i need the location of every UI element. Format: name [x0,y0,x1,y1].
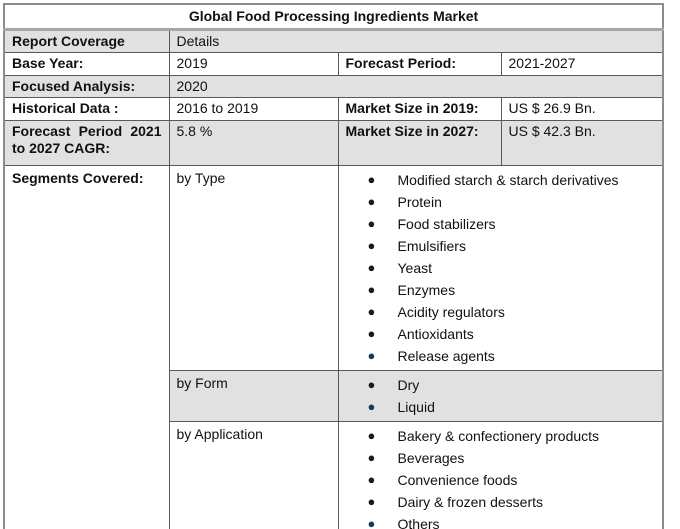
bullet-icon: ● [367,326,376,342]
forecast-period-label: Forecast Period: [337,52,502,76]
historical-data-value: 2016 to 2019 [168,97,339,121]
list-item-label: Food stabilizers [397,215,496,232]
bullet-icon: ● [367,304,376,320]
segment-group-by-application: by Application [168,420,339,529]
table-row: Historical Data : 2016 to 2019 Market Si… [3,97,664,121]
table-row: Global Food Processing Ingredients Marke… [3,3,664,31]
table-row: Focused Analysis: 2020 [3,74,664,98]
list-item-label: Modified starch & starch derivatives [397,171,619,188]
bullet-icon: ● [367,399,376,415]
list-item-label: Bakery & confectionery products [397,427,600,444]
list-item: ● Emulsifiers [364,236,656,258]
list-item-label: Dry [397,376,420,393]
segment-items-by-type: ● Modified starch & starch derivatives ● P… [337,164,664,371]
list-item: ● Release agents [364,346,656,368]
bullet-icon: ● [367,216,376,232]
list-item-label: Liquid [397,398,435,415]
list-item: ● Enzymes [364,280,656,302]
list-item: ● Convenience foods [364,470,656,492]
report-coverage-value: Details [168,28,664,53]
bullet-icon: ● [367,194,376,210]
list-item: ● Others [364,514,656,529]
forecast-period-value: 2021-2027 [500,52,664,76]
base-year-value: 2019 [168,52,339,76]
segment-group-by-form: by Form [168,369,339,422]
market-size-2019-label: Market Size in 2019: [337,97,502,121]
segment-items-list: ● Dry ● Liquid [346,373,656,419]
market-size-2027-value: US $ 42.3 Bn. [500,119,664,166]
list-item-label: Yeast [397,259,433,276]
list-item-label: Beverages [397,449,465,466]
segment-items-list: ● Bakery & confectionery products ● Bevera… [346,424,656,529]
report-summary-table: Global Food Processing Ingredients Marke… [3,3,665,529]
list-item: ● Yeast [364,258,656,280]
table-row: by Form ● Dry ● Liquid [4,369,664,422]
table-row: Report Coverage Details [3,28,664,53]
segment-group-by-type: by Type [168,164,339,371]
forecast-cagr-label: Forecast Period 2021 to 2027 CAGR: [3,119,170,166]
table-row: Segments Covered: by Type ● Modified star… [3,164,664,529]
market-size-2019-value: US $ 26.9 Bn. [500,97,664,121]
bullet-icon: ● [367,172,376,188]
bullet-icon: ● [367,282,376,298]
table-row: Forecast Period 2021 to 2027 CAGR: 5.8 %… [3,119,664,166]
bullet-icon: ● [367,516,376,529]
segment-items-list: ● Modified starch & starch derivatives ● P… [346,168,656,368]
base-year-label: Base Year: [3,52,170,76]
bullet-icon: ● [367,450,376,466]
list-item-label: Enzymes [397,281,456,298]
list-item: ● Food stabilizers [364,214,656,236]
segment-items-by-form: ● Dry ● Liquid [337,369,664,422]
bullet-icon: ● [367,472,376,488]
list-item-label: Release agents [397,347,495,364]
list-item: ● Dry [364,375,656,397]
list-item: ● Acidity regulators [364,302,656,324]
list-item: ● Dairy & frozen desserts [364,492,656,514]
list-item: ● Modified starch & starch derivatives [364,170,656,192]
bullet-icon: ● [367,238,376,254]
list-item-label: Acidity regulators [397,303,505,320]
list-item-label: Protein [397,193,442,210]
list-item-label: Dairy & frozen desserts [397,493,544,510]
list-item-label: Emulsifiers [397,237,466,254]
bullet-icon: ● [367,348,376,364]
list-item-label: Convenience foods [397,471,518,488]
table-title: Global Food Processing Ingredients Marke… [3,3,664,31]
list-item: ● Bakery & confectionery products [364,426,656,448]
forecast-cagr-value: 5.8 % [168,119,339,166]
table-row: Base Year: 2019 Forecast Period: 2021-20… [3,52,664,76]
bullet-icon: ● [367,260,376,276]
bullet-icon: ● [367,377,376,393]
list-item-label: Antioxidants [397,325,474,342]
segment-items-by-application: ● Bakery & confectionery products ● Bevera… [337,420,664,529]
bullet-icon: ● [367,428,376,444]
focused-analysis-label: Focused Analysis: [3,74,170,98]
bullet-icon: ● [367,494,376,510]
list-item: ● Antioxidants [364,324,656,346]
report-coverage-label: Report Coverage [3,28,170,53]
focused-analysis-value: 2020 [168,74,664,98]
list-item: ● Liquid [364,397,656,419]
list-item: ● Beverages [364,448,656,470]
market-size-2027-label: Market Size in 2027: [337,119,502,166]
list-item: ● Protein [364,192,656,214]
historical-data-label: Historical Data : [3,97,170,121]
table-row: by Application ● Bakery & confectionery p… [4,420,664,529]
segments-covered-label: Segments Covered: [3,164,170,529]
list-item-label: Others [397,515,440,529]
